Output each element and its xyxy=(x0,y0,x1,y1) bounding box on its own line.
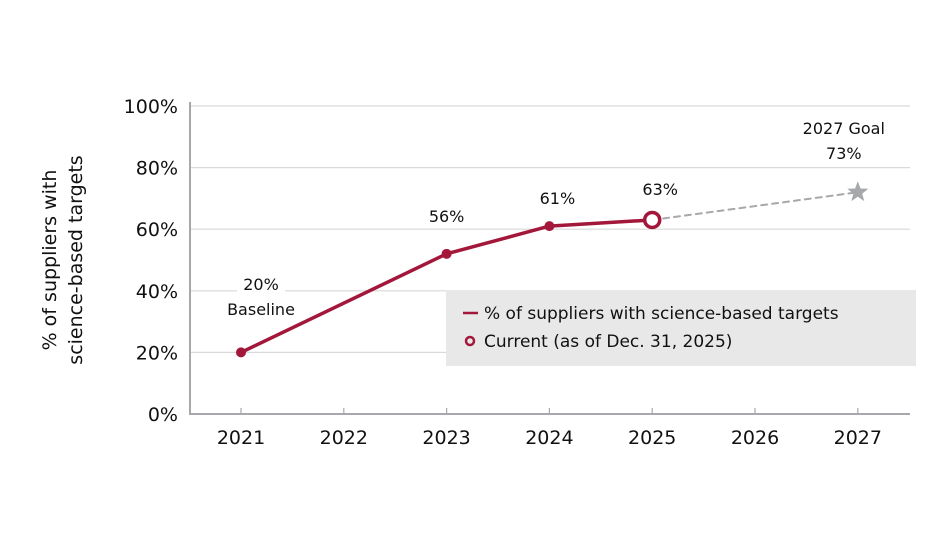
data-label-2021: 20% xyxy=(243,275,279,294)
x-tick-label: 2024 xyxy=(525,427,573,449)
legend: % of suppliers with science-based target… xyxy=(446,290,916,366)
current-point-marker xyxy=(642,210,662,230)
y-tick-label: 20% xyxy=(136,342,178,364)
data-label-2025: 63% xyxy=(642,180,678,199)
x-tick-label: 2021 xyxy=(217,427,265,449)
legend-entry-series: % of suppliers with science-based target… xyxy=(484,304,839,324)
data-label-2023: 56% xyxy=(429,207,465,226)
y-axis-title-line-1: % of suppliers with xyxy=(39,170,61,351)
data-label-2024: 61% xyxy=(540,189,576,208)
x-tick-label: 2027 xyxy=(834,427,882,449)
y-tick-label: 40% xyxy=(136,281,178,303)
x-tick-label: 2023 xyxy=(422,427,470,449)
y-axis-title-line-2: science-based targets xyxy=(65,155,87,364)
goal-star-marker xyxy=(847,181,869,202)
goal-projection-line xyxy=(651,191,859,221)
label-background xyxy=(237,272,285,294)
y-axis-title: % of suppliers with science-based target… xyxy=(39,155,87,364)
data-point-2023 xyxy=(441,248,452,259)
y-tick-label: 80% xyxy=(136,158,178,180)
x-tick-label: 2025 xyxy=(628,427,676,449)
x-tick-label: 2026 xyxy=(731,427,779,449)
y-tick-label: 100% xyxy=(124,96,178,118)
data-labels: 20% Baseline 56% 61% 63% 2027 Goal 73% xyxy=(227,119,885,319)
axes: 0% 20% 40% 60% 80% 100% 2021 2022 2023 2024 2025 20… xyxy=(124,96,910,449)
legend-background xyxy=(446,290,916,366)
data-label-2027: 73% xyxy=(826,144,862,163)
data-label-2021: Baseline xyxy=(227,300,295,319)
x-tick-label: 2022 xyxy=(320,427,368,449)
data-point-2024 xyxy=(544,221,555,232)
y-tick-label: 0% xyxy=(148,404,178,426)
data-label-2027: 2027 Goal xyxy=(803,119,885,138)
legend-open-circle-symbol xyxy=(464,335,476,347)
series xyxy=(236,181,869,358)
series-line xyxy=(239,218,654,355)
legend-entry-current: Current (as of Dec. 31, 2025) xyxy=(484,332,732,352)
data-point-2021 xyxy=(236,347,246,358)
y-tick-label: 60% xyxy=(136,219,178,241)
